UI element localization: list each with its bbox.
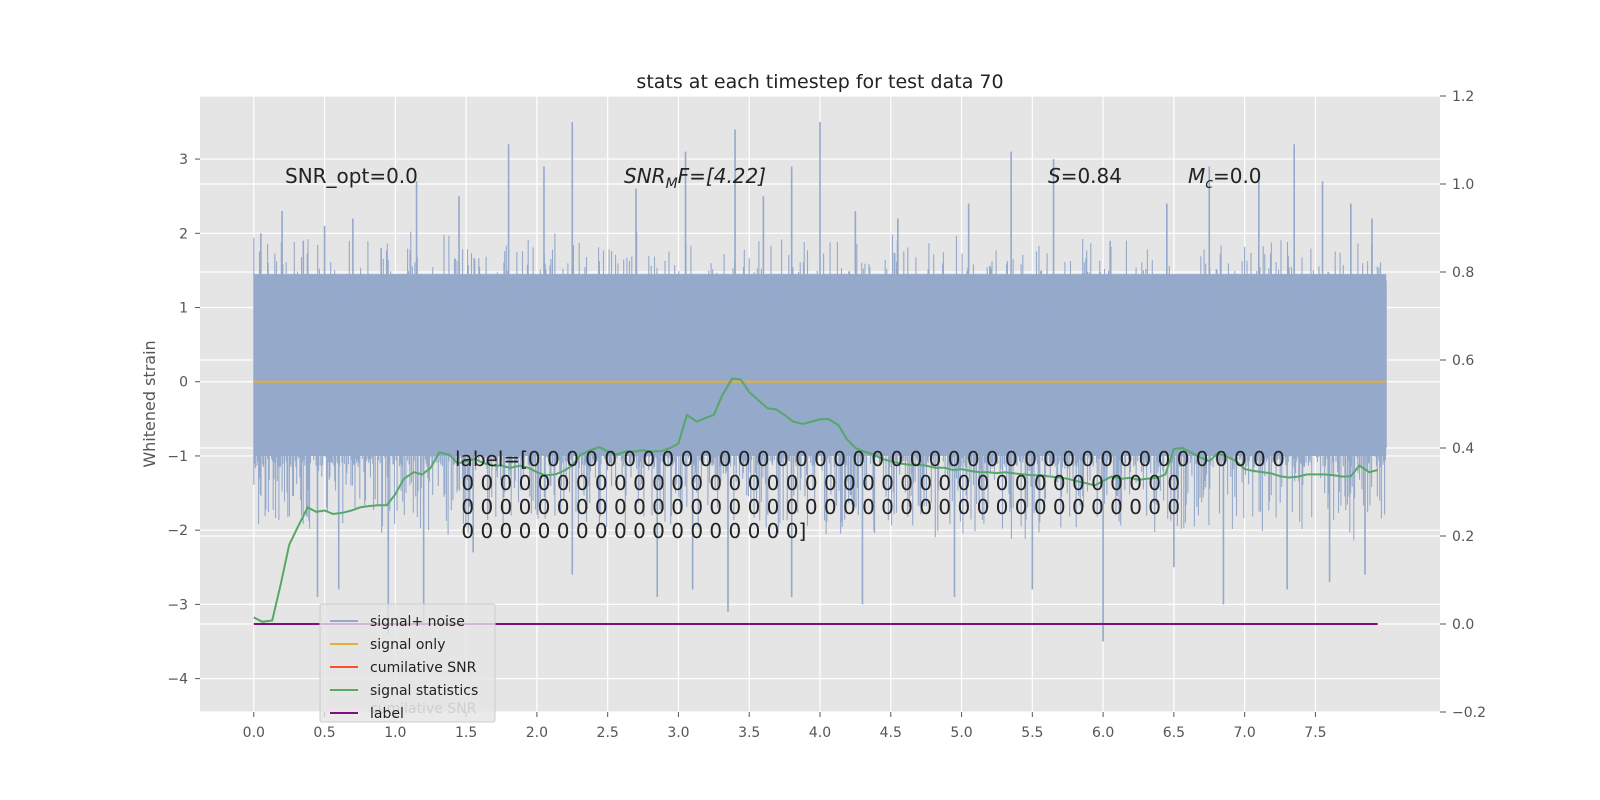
x-tick-label: 4.5: [880, 725, 902, 741]
mc-subscript: c: [1205, 176, 1213, 192]
legend-box: [319, 603, 496, 723]
signal-statistics-line: [253, 377, 1378, 623]
x-tick-label: 7.5: [1304, 725, 1326, 741]
y-tick-label: −4: [167, 672, 188, 688]
y2-tick-label: 1.0: [1452, 177, 1474, 193]
label-annotation-line-3: 0 0 0 0 0 0 0 0 0 0 0 0 0 0 0 0 0 0 0 0 …: [455, 495, 1180, 519]
x-tick-label: 6.5: [1163, 725, 1185, 741]
noise-trace: [253, 231, 1387, 541]
y2-tick-label: 0.0: [1452, 617, 1474, 633]
x-tick-label: 7.0: [1234, 725, 1256, 741]
y-tick-label: −1: [167, 449, 188, 465]
y-tick-label: 1: [179, 301, 188, 317]
x-tick-label: 4.0: [809, 725, 831, 741]
x-tick-label: 5.5: [1021, 725, 1043, 741]
label-annotation-line-4: 0 0 0 0 0 0 0 0 0 0 0 0 0 0 0 0 0 0]: [455, 519, 806, 543]
mc-symbol: M: [1188, 164, 1205, 188]
axes: 0.0 0.5 1.0 1.5 2.0 2.5 3.0 3.5 4.0 4.5 5.0 5.5 6.0 6…: [167, 89, 1486, 741]
legend-hidden-text: cumilative SNR: [370, 701, 477, 717]
y-tick-label: −3: [167, 597, 188, 613]
snr-opt-annotation: SNR_opt=0.0: [285, 164, 418, 188]
y-tick-label: 0: [179, 375, 188, 391]
x-tick-label: 3.5: [738, 725, 760, 741]
mc-value: =0.0: [1213, 164, 1262, 188]
legend: cumilative SNR signal+ noise signal only c…: [319, 603, 496, 723]
snr-mf-subscript: M: [666, 176, 678, 192]
y2-tick-label: 1.2: [1452, 89, 1474, 105]
x-tick-label: 0.5: [313, 725, 335, 741]
s-symbol: S: [1048, 164, 1061, 188]
label-annotation: label=[0 0 0 0 0 0 0 0 0 0 0 0 0 0 0 0 0…: [455, 447, 1285, 543]
legend-label: signal statistics: [370, 683, 478, 699]
signal-noise-series: [253, 121, 1387, 642]
x-tick-label: 6.0: [1092, 725, 1114, 741]
s-value: =0.84: [1061, 164, 1122, 188]
mc-annotation: Mc=0.0: [1188, 164, 1262, 192]
x-tick-label: 2.0: [526, 725, 548, 741]
y2-tick-label: 0.8: [1452, 265, 1474, 281]
x-tick-label: 2.5: [597, 725, 619, 741]
legend-label: signal+ noise: [370, 614, 465, 630]
y-tick-label: 2: [179, 226, 188, 242]
snr-mf-symbol: SNR: [624, 164, 666, 188]
s-annotation: S=0.84: [1048, 164, 1122, 188]
y2-tick-label: 0.6: [1452, 353, 1474, 369]
y2-tick-label: 0.4: [1452, 441, 1474, 457]
y-tick-label: −2: [167, 523, 188, 539]
legend-entries: signal+ noise signal only cumilative SNR si…: [330, 614, 478, 722]
snr-mf-annotation: SNRMF=[4.22]: [624, 164, 766, 192]
legend-label: cumilative SNR: [370, 660, 477, 676]
chart-title: stats at each timestep for test data 70: [636, 71, 1003, 93]
snr-mf-value: F=[4.22]: [678, 164, 766, 188]
legend-label: signal only: [370, 637, 445, 653]
label-annotation-line-2: 0 0 0 0 0 0 0 0 0 0 0 0 0 0 0 0 0 0 0 0 …: [455, 471, 1180, 495]
x-tick-label: 1.5: [455, 725, 477, 741]
y2-tick-label: −0.2: [1452, 705, 1486, 721]
x-tick-label: 1.0: [384, 725, 406, 741]
label-annotation-line-1: label=[0 0 0 0 0 0 0 0 0 0 0 0 0 0 0 0 0…: [455, 447, 1285, 471]
x-tick-label: 5.0: [950, 725, 972, 741]
x-tick-label: 3.0: [667, 725, 689, 741]
x-tick-label: 0.0: [243, 725, 265, 741]
legend-label: label: [370, 706, 404, 722]
y-axis-label: Whitened strain: [140, 340, 159, 467]
y2-tick-label: 0.2: [1452, 529, 1474, 545]
y-tick-label: 3: [179, 152, 188, 168]
